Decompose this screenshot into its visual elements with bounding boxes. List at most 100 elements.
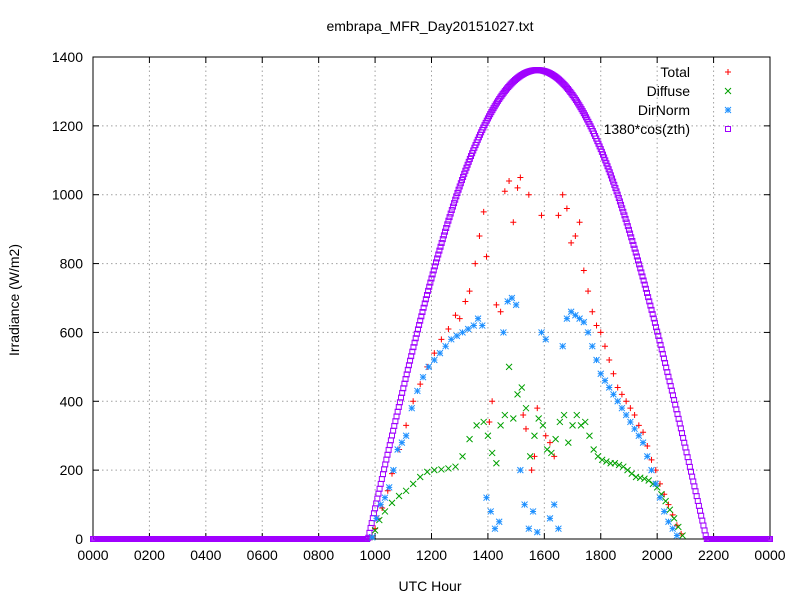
data-point <box>548 449 555 457</box>
data-point <box>674 523 682 531</box>
data-point <box>620 208 627 215</box>
data-point <box>509 415 517 422</box>
data-point <box>640 429 647 436</box>
data-point <box>632 249 639 256</box>
data-point <box>382 461 389 468</box>
data-point <box>438 239 445 246</box>
data-point <box>381 466 388 473</box>
data-point <box>462 298 469 305</box>
data-point <box>559 191 566 198</box>
data-point <box>660 508 668 515</box>
data-point <box>629 238 636 245</box>
legend-marker <box>724 87 732 95</box>
data-point <box>622 215 629 222</box>
data-point <box>661 491 668 498</box>
data-point <box>594 453 602 460</box>
data-point <box>649 311 656 318</box>
x-tick-label: 2200 <box>698 547 729 563</box>
data-point <box>657 341 664 348</box>
data-point <box>410 398 417 405</box>
data-point <box>391 422 398 429</box>
x-tick-label: 0600 <box>247 547 278 563</box>
data-point <box>495 518 503 526</box>
data-point <box>627 405 634 412</box>
data-point <box>425 363 433 371</box>
data-point <box>525 525 533 533</box>
data-point <box>438 466 445 473</box>
data-point <box>584 329 592 336</box>
data-point <box>421 300 428 307</box>
data-point <box>643 453 651 460</box>
data-point <box>419 309 426 316</box>
data-point <box>614 191 621 198</box>
data-point <box>385 446 392 453</box>
data-point <box>451 200 458 207</box>
data-point <box>619 463 627 471</box>
x-tick-label: 0400 <box>190 547 221 563</box>
data-point <box>624 466 631 474</box>
data-point <box>466 288 473 295</box>
data-point <box>543 446 551 453</box>
data-point <box>568 239 575 246</box>
data-point <box>437 243 444 250</box>
data-point <box>414 326 421 333</box>
data-point <box>681 439 688 446</box>
data-point <box>634 257 641 264</box>
data-point <box>581 418 589 426</box>
data-point <box>409 348 416 355</box>
data-point <box>673 532 681 539</box>
data-point <box>461 170 468 177</box>
series-2 <box>368 294 681 541</box>
data-point <box>607 172 614 179</box>
data-point <box>518 384 526 391</box>
data-point <box>631 245 638 252</box>
data-point <box>394 446 402 453</box>
data-point <box>529 508 537 515</box>
data-point <box>623 219 630 226</box>
x-tick-label: 1200 <box>416 547 447 563</box>
data-point <box>606 356 613 363</box>
data-point <box>445 217 452 224</box>
data-point <box>615 195 622 202</box>
data-point <box>403 422 410 429</box>
data-point <box>648 456 655 463</box>
data-point <box>567 308 575 316</box>
data-point <box>639 273 646 280</box>
data-point <box>665 518 672 526</box>
data-point <box>586 432 593 440</box>
x-tick-label: 0200 <box>134 547 165 563</box>
data-point <box>458 177 465 184</box>
data-point <box>656 494 664 502</box>
data-point <box>573 411 581 419</box>
data-point <box>539 422 547 429</box>
data-point <box>652 480 660 488</box>
data-point <box>522 425 529 432</box>
chart-title: embrapa_MFR_Day20151027.txt <box>326 18 533 34</box>
data-point <box>379 471 386 478</box>
data-point <box>500 329 507 336</box>
data-point <box>454 190 461 197</box>
data-point <box>692 488 699 495</box>
legend-label: Diffuse <box>647 83 691 99</box>
data-point <box>644 289 651 296</box>
data-point <box>555 525 562 533</box>
data-point <box>452 312 459 319</box>
data-point <box>402 432 410 440</box>
data-point <box>697 507 704 514</box>
data-point <box>514 391 521 398</box>
data-point <box>698 512 705 519</box>
data-point <box>480 208 487 215</box>
x-tick-label: 1600 <box>529 547 560 563</box>
data-point <box>478 322 486 329</box>
data-point <box>514 184 521 191</box>
data-point <box>531 453 538 460</box>
data-point <box>627 418 634 426</box>
data-point <box>447 335 455 343</box>
data-point <box>631 412 638 419</box>
data-point <box>694 497 701 504</box>
data-point <box>420 304 427 311</box>
data-point <box>585 288 592 295</box>
data-point <box>381 494 389 502</box>
data-point <box>402 487 410 495</box>
data-point <box>678 430 685 437</box>
